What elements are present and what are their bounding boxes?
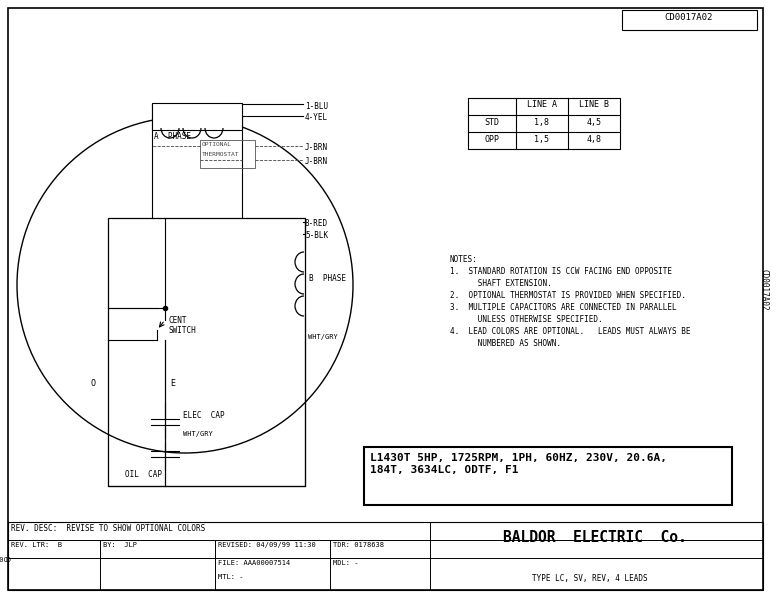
Text: 1,5: 1,5	[534, 135, 549, 144]
Bar	[622, 10, 757, 30]
Bar	[468, 98, 620, 149]
Text: ELEC  CAP: ELEC CAP	[183, 410, 225, 419]
Text: SWITCH: SWITCH	[169, 326, 197, 335]
Text: TYPE LC, SV, REV, 4 LEADS: TYPE LC, SV, REV, 4 LEADS	[532, 574, 648, 583]
Text: 1,8: 1,8	[534, 118, 549, 127]
Text: 4-YEL: 4-YEL	[305, 113, 328, 122]
Text: NOTES:: NOTES:	[450, 255, 478, 264]
Text: LINE B: LINE B	[579, 100, 609, 109]
Text: B  PHASE: B PHASE	[309, 274, 346, 283]
Text: 5-BLK: 5-BLK	[305, 231, 328, 240]
Bar	[364, 447, 732, 505]
Text: J-BRN: J-BRN	[305, 157, 328, 166]
Text: L1430T 5HP, 1725RPM, 1PH, 60HZ, 230V, 20.6A,
184T, 3634LC, ODTF, F1: L1430T 5HP, 1725RPM, 1PH, 60HZ, 230V, 20…	[370, 453, 667, 475]
Text: CD0017A02: CD0017A02	[665, 13, 713, 22]
Bar	[8, 522, 763, 590]
Text: BALDOR  ELECTRIC  Co.: BALDOR ELECTRIC Co.	[503, 530, 687, 545]
Text: E: E	[170, 379, 176, 388]
Text: O: O	[90, 379, 96, 388]
Bar	[200, 140, 255, 168]
Text: FILE: AAA00007514: FILE: AAA00007514	[218, 560, 290, 566]
Text: REV. LTR:  B: REV. LTR: B	[11, 542, 62, 548]
Text: SHAFT EXTENSION.: SHAFT EXTENSION.	[450, 279, 552, 288]
Text: 1-BLU: 1-BLU	[305, 102, 328, 111]
Text: OPP: OPP	[485, 135, 499, 144]
Text: REVISED: 04/09/99 11:30: REVISED: 04/09/99 11:30	[218, 542, 316, 548]
Text: OPTIONAL: OPTIONAL	[202, 142, 232, 147]
Text: CD0017A02: CD0017A02	[0, 554, 11, 560]
Text: BY:  JLP: BY: JLP	[103, 542, 137, 548]
Text: WHT/GRY: WHT/GRY	[308, 334, 338, 340]
Text: 4,5: 4,5	[587, 118, 601, 127]
Text: A  PHASE: A PHASE	[154, 132, 191, 141]
Text: OIL  CAP: OIL CAP	[125, 470, 162, 479]
Text: 8-RED: 8-RED	[305, 219, 328, 228]
Text: CD0017A02: CD0017A02	[759, 269, 769, 311]
Text: NUMBERED AS SHOWN.: NUMBERED AS SHOWN.	[450, 339, 561, 348]
Text: 4.  LEAD COLORS ARE OPTIONAL.   LEADS MUST ALWAYS BE: 4. LEAD COLORS ARE OPTIONAL. LEADS MUST …	[450, 327, 691, 336]
Text: J-BRN: J-BRN	[305, 143, 328, 152]
Text: LINE A: LINE A	[527, 100, 557, 109]
Text: REV. DESC:  REVISE TO SHOW OPTIONAL COLORS: REV. DESC: REVISE TO SHOW OPTIONAL COLOR…	[11, 524, 205, 533]
Bar	[152, 103, 242, 130]
Text: MTL: -: MTL: -	[218, 574, 244, 580]
Text: CENT: CENT	[169, 316, 187, 325]
Text: 3.  MULTIPLE CAPACITORS ARE CONNECTED IN PARALLEL: 3. MULTIPLE CAPACITORS ARE CONNECTED IN …	[450, 303, 677, 312]
Bar	[108, 218, 305, 486]
Text: 4,8: 4,8	[587, 135, 601, 144]
Text: MDL: -: MDL: -	[333, 560, 359, 566]
Text: STD: STD	[485, 118, 499, 127]
Text: UNLESS OTHERWISE SPECIFIED.: UNLESS OTHERWISE SPECIFIED.	[450, 315, 603, 324]
Text: 1.  STANDARD ROTATION IS CCW FACING END OPPOSITE: 1. STANDARD ROTATION IS CCW FACING END O…	[450, 267, 672, 276]
Text: 2.  OPTIONAL THERMOSTAT IS PROVIDED WHEN SPECIFIED.: 2. OPTIONAL THERMOSTAT IS PROVIDED WHEN …	[450, 291, 686, 300]
Text: WHT/GRY: WHT/GRY	[183, 431, 212, 437]
Text: THERMOSTAT: THERMOSTAT	[202, 152, 240, 157]
Text: TDR: 0178638: TDR: 0178638	[333, 542, 384, 548]
